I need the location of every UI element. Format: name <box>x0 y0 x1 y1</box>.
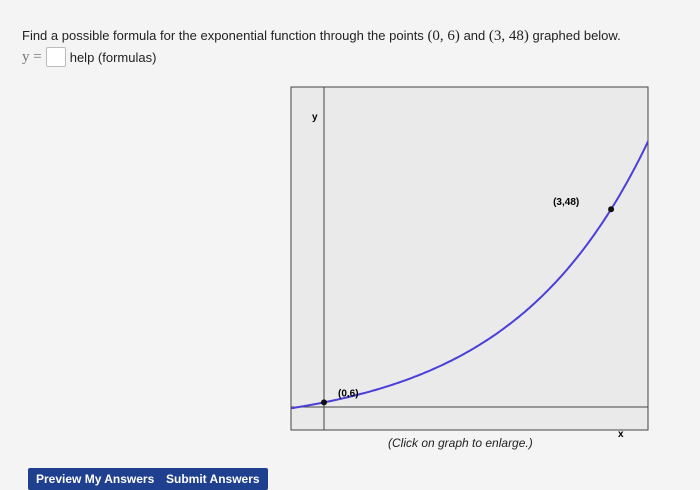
answer-label: y = <box>22 48 42 65</box>
question-tail: graphed below. <box>532 28 621 43</box>
curve <box>291 139 648 410</box>
question: Find a possible formula for the exponent… <box>22 28 621 45</box>
caption: (Click on graph to enlarge.) <box>388 436 533 450</box>
graph-frame <box>290 86 649 431</box>
point-label: (0,6) <box>338 388 359 399</box>
question-text: Find a possible formula for the exponent… <box>22 28 424 43</box>
x-axis-label: x <box>618 429 624 440</box>
preview-button[interactable]: Preview My Answers <box>28 468 163 490</box>
point: (0, 6) <box>427 28 460 44</box>
y-axis-label: y <box>312 112 318 123</box>
answer-input[interactable] <box>45 47 66 67</box>
point <box>608 206 615 213</box>
point <box>321 399 327 406</box>
help-link[interactable]: help (formulas) <box>69 49 157 65</box>
point: (3, 48) <box>488 28 529 44</box>
joiner: and <box>463 28 486 43</box>
answer-row: y = help (formulas) <box>22 47 156 67</box>
submit-button[interactable]: Submit Answers <box>158 468 268 490</box>
point-label: (3,48) <box>553 197 579 208</box>
